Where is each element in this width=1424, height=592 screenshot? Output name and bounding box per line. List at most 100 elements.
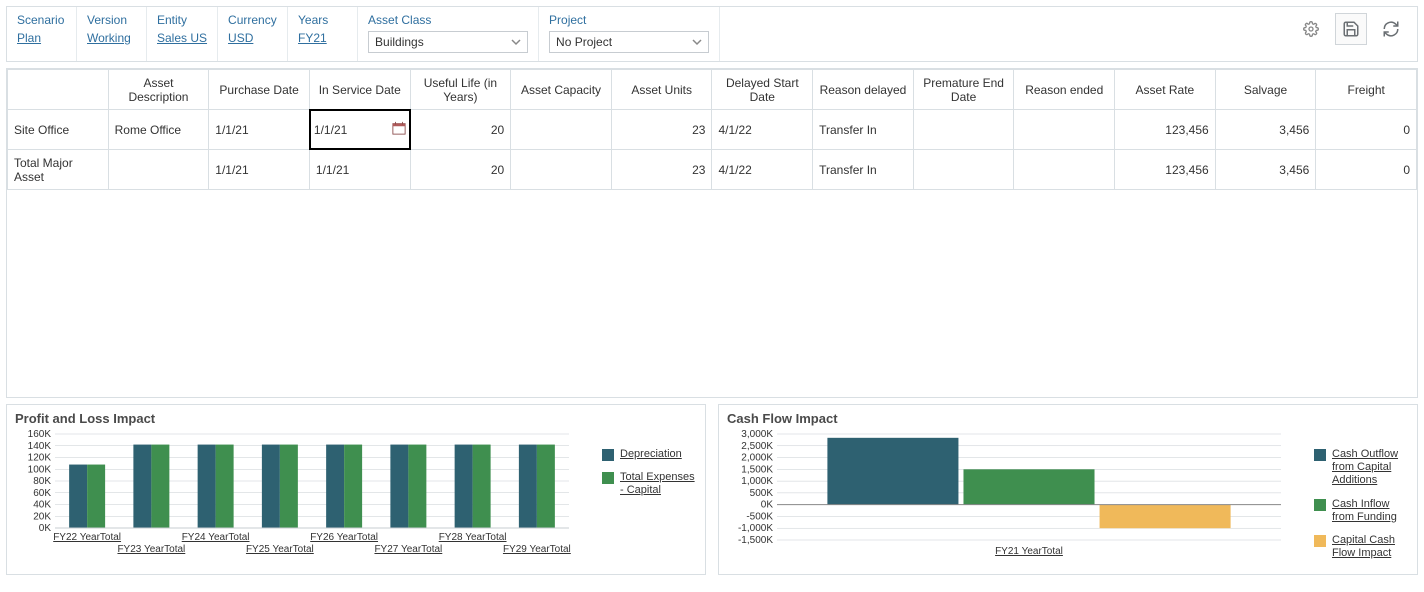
profit-loss-chart[interactable]: 0K20K40K60K80K100K120K140K160KFY22 YearT… [15,428,602,561]
svg-text:0K: 0K [761,500,774,511]
pov-label: Version [87,13,136,27]
asset-class-select[interactable]: Buildings [368,31,528,53]
legend-item[interactable]: Cash Inflow from Funding [1314,498,1409,524]
column-header[interactable]: Asset Capacity [511,70,612,110]
legend-swatch [1314,535,1326,547]
pov-cell[interactable]: EntitySales US [147,7,218,61]
svg-text:140K: 140K [28,441,52,452]
grid-cell[interactable]: Transfer In [813,150,914,190]
pov-cell[interactable]: Years FY21 [288,7,358,61]
grid-cell[interactable] [913,110,1014,150]
chart-title: Profit and Loss Impact [15,411,697,426]
legend-item[interactable]: Cash Outflow from Capital Additions [1314,448,1409,488]
column-header[interactable]: Asset Description [108,70,209,110]
svg-text:80K: 80K [33,476,51,487]
svg-text:FY27 YearTotal: FY27 YearTotal [374,544,442,555]
column-header[interactable]: Asset Rate [1115,70,1216,110]
grid-cell[interactable]: 20 [410,150,511,190]
svg-text:2,000K: 2,000K [741,453,773,464]
save-icon [1342,20,1360,38]
svg-text:FY28 YearTotal: FY28 YearTotal [439,532,507,543]
save-button[interactable] [1335,13,1367,45]
table-row[interactable]: Total Major Asset1/1/211/1/2120234/1/22T… [8,150,1417,190]
column-header[interactable]: Freight [1316,70,1417,110]
grid-cell[interactable]: 1/1/21 [209,150,310,190]
pov-cell[interactable]: Version Working [77,7,147,61]
legend-item[interactable]: Total Expenses - Capital [602,471,697,497]
legend-label: Depreciation [620,448,682,461]
grid-cell[interactable]: 1/1/21 [209,110,310,150]
row-header[interactable]: Total Major Asset [8,150,109,190]
svg-text:160K: 160K [28,429,52,440]
column-header[interactable]: Salvage [1215,70,1316,110]
row-header[interactable]: Site Office [8,110,109,150]
grid-cell[interactable] [511,150,612,190]
grid-cell[interactable]: 23 [611,150,712,190]
grid-cell[interactable]: 3,456 [1215,110,1316,150]
column-header[interactable]: Premature End Date [913,70,1014,110]
column-header[interactable]: Delayed Start Date [712,70,813,110]
column-header[interactable]: Reason delayed [813,70,914,110]
grid-cell[interactable] [1014,110,1115,150]
svg-text:FY26 YearTotal: FY26 YearTotal [310,532,378,543]
svg-text:100K: 100K [28,464,52,475]
chevron-down-icon [511,36,521,50]
grid-cell[interactable]: 123,456 [1115,110,1216,150]
column-header[interactable]: Purchase Date [209,70,310,110]
pov-value[interactable]: Sales US [157,31,207,45]
grid-cell[interactable] [511,110,612,150]
svg-text:500K: 500K [750,488,774,499]
select-value: No Project [556,35,612,49]
column-header[interactable]: Asset Units [611,70,712,110]
grid-cell[interactable]: Transfer In [813,110,914,150]
grid-cell[interactable] [1014,150,1115,190]
svg-text:FY21 YearTotal: FY21 YearTotal [995,546,1063,557]
grid-cell[interactable]: 20 [410,110,511,150]
column-header[interactable]: Useful Life (in Years) [410,70,511,110]
settings-button[interactable] [1295,13,1327,45]
table-row[interactable]: Site OfficeRome Office1/1/211/1/2120234/… [8,110,1417,150]
pov-toolbar: ScenarioPlan Version Working EntitySales US… [6,6,1418,62]
svg-text:1,000K: 1,000K [741,476,773,487]
project-select-wrap: ProjectNo Project [539,7,720,61]
grid-cell[interactable]: 1/1/21 [309,110,410,150]
pov-value[interactable]: FY21 [298,31,347,45]
legend-item[interactable]: Capital Cash Flow Impact [1314,534,1409,560]
calendar-icon[interactable] [392,121,406,138]
grid-cell[interactable]: 0 [1316,150,1417,190]
refresh-button[interactable] [1375,13,1407,45]
pov-value[interactable]: USD [228,31,277,45]
grid-cell[interactable]: 0 [1316,110,1417,150]
project-select[interactable]: No Project [549,31,709,53]
pov-value[interactable]: Plan [17,31,66,45]
toolbar-actions [1285,7,1417,51]
grid-cell[interactable]: 123,456 [1115,150,1216,190]
svg-text:0K: 0K [39,523,52,534]
svg-text:FY23 YearTotal: FY23 YearTotal [117,544,185,555]
svg-text:FY25 YearTotal: FY25 YearTotal [246,544,314,555]
grid-cell[interactable] [108,150,209,190]
grid-cell[interactable]: 23 [611,110,712,150]
svg-text:1,500K: 1,500K [741,464,773,475]
legend-swatch [602,472,614,484]
column-header[interactable]: Reason ended [1014,70,1115,110]
refresh-icon [1382,20,1400,38]
legend-item[interactable]: Depreciation [602,448,697,461]
pov-value[interactable]: Working [87,31,136,45]
asset-grid-container: Asset DescriptionPurchase DateIn Service… [6,68,1418,398]
cash-flow-chart[interactable]: -1,500K-1,000K-500K0K500K1,000K1,500K2,0… [727,428,1314,570]
grid-cell[interactable]: 3,456 [1215,150,1316,190]
grid-cell[interactable]: 1/1/21 [309,150,410,190]
grid-cell[interactable]: 4/1/22 [712,150,813,190]
svg-text:40K: 40K [33,500,51,511]
grid-cell[interactable]: 4/1/22 [712,110,813,150]
asset-grid[interactable]: Asset DescriptionPurchase DateIn Service… [7,69,1417,190]
grid-cell[interactable]: Rome Office [108,110,209,150]
pov-cell[interactable]: ScenarioPlan [7,7,77,61]
pov-label: Years [298,13,347,27]
grid-cell[interactable] [913,150,1014,190]
legend-label: Capital Cash Flow Impact [1332,534,1409,560]
pov-cell[interactable]: CurrencyUSD [218,7,288,61]
legend-label: Total Expenses - Capital [620,471,697,497]
column-header[interactable]: In Service Date [309,70,410,110]
